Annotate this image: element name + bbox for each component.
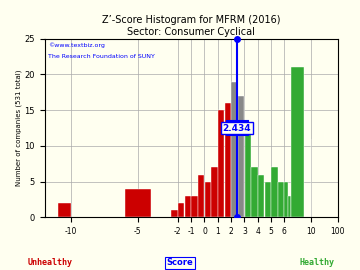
Bar (294, 196, 298, 217)
Bar (178, 203, 184, 217)
Bar (225, 103, 231, 217)
Text: 2.434: 2.434 (222, 124, 251, 133)
Bar (191, 196, 198, 217)
Bar (185, 196, 191, 217)
Bar (288, 196, 291, 217)
Text: Score: Score (167, 258, 193, 267)
Bar (218, 110, 224, 217)
Bar (271, 167, 278, 217)
Bar (198, 174, 204, 217)
Bar (58, 203, 71, 217)
Bar (258, 174, 264, 217)
Text: Healthy: Healthy (299, 258, 334, 267)
Text: ©www.textbiz.org: ©www.textbiz.org (49, 42, 105, 48)
Bar (125, 189, 151, 217)
Bar (278, 182, 284, 217)
Bar (238, 96, 244, 217)
Text: Unhealthy: Unhealthy (28, 258, 73, 267)
Bar (244, 124, 251, 217)
Bar (251, 167, 258, 217)
Bar (204, 182, 211, 217)
Bar (284, 182, 288, 217)
Bar (291, 182, 294, 217)
Bar (211, 167, 218, 217)
Y-axis label: Number of companies (531 total): Number of companies (531 total) (15, 70, 22, 186)
Bar (171, 210, 178, 217)
Text: The Research Foundation of SUNY: The Research Foundation of SUNY (49, 55, 156, 59)
Bar (231, 82, 238, 217)
Bar (291, 67, 304, 217)
Title: Z’-Score Histogram for MFRM (2016)
Sector: Consumer Cyclical: Z’-Score Histogram for MFRM (2016) Secto… (102, 15, 280, 37)
Bar (265, 182, 271, 217)
